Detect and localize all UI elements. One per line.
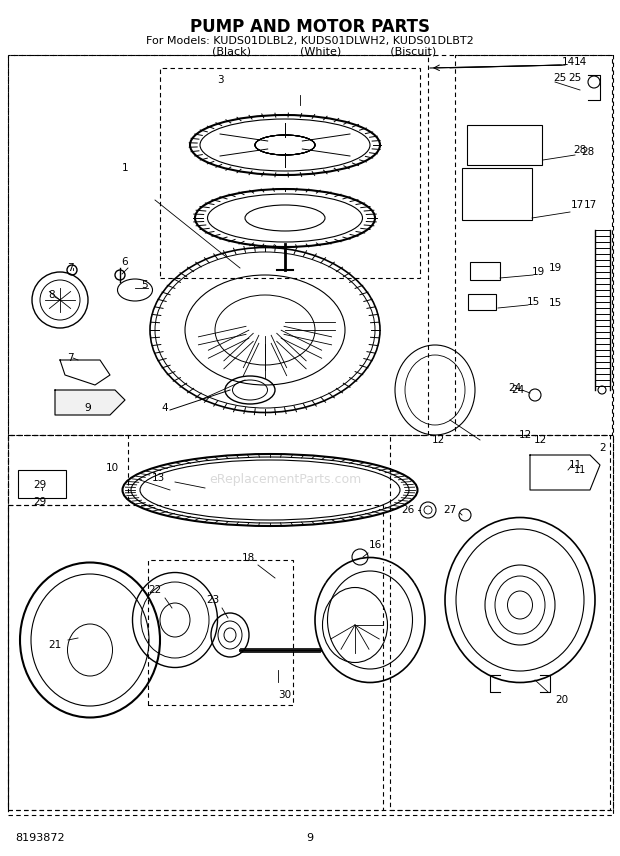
Text: 12: 12 <box>518 430 531 440</box>
Text: 17: 17 <box>583 200 596 210</box>
Text: 7: 7 <box>67 353 73 363</box>
Text: 8193872: 8193872 <box>15 833 64 843</box>
Text: 13: 13 <box>151 473 165 483</box>
Text: 23: 23 <box>206 595 219 605</box>
Text: 25: 25 <box>554 73 567 83</box>
Text: 3: 3 <box>216 75 223 85</box>
Bar <box>160 68 420 278</box>
Text: eReplacementParts.com: eReplacementParts.com <box>209 473 361 486</box>
Text: 28: 28 <box>574 145 587 155</box>
Text: 29: 29 <box>33 497 46 507</box>
Bar <box>467 125 542 165</box>
Text: (Black)              (White)              (Biscuit): (Black) (White) (Biscuit) <box>184 46 436 56</box>
Text: 24: 24 <box>512 385 525 395</box>
Bar <box>8 55 613 815</box>
Text: 16: 16 <box>368 540 382 550</box>
Text: 10: 10 <box>105 463 118 473</box>
Text: 25: 25 <box>569 73 582 83</box>
Bar <box>148 560 293 705</box>
Text: 20: 20 <box>556 695 569 705</box>
Bar <box>455 55 612 435</box>
Text: 17: 17 <box>570 200 583 210</box>
Bar <box>8 435 128 505</box>
Text: 24: 24 <box>508 383 521 393</box>
Text: 11: 11 <box>569 460 582 470</box>
Text: 12: 12 <box>432 435 445 445</box>
Text: 2: 2 <box>600 443 606 453</box>
Text: 4: 4 <box>162 403 168 413</box>
Bar <box>462 168 532 220</box>
Text: 27: 27 <box>443 505 456 515</box>
Text: 26: 26 <box>401 505 415 515</box>
Bar <box>8 505 383 810</box>
Text: 18: 18 <box>241 553 255 563</box>
Text: 28: 28 <box>582 147 595 157</box>
Text: PUMP AND MOTOR PARTS: PUMP AND MOTOR PARTS <box>190 18 430 36</box>
Text: 19: 19 <box>531 267 544 277</box>
Text: For Models: KUDS01DLBL2, KUDS01DLWH2, KUDS01DLBT2: For Models: KUDS01DLBL2, KUDS01DLWH2, KU… <box>146 36 474 46</box>
Text: 19: 19 <box>548 263 562 273</box>
Bar <box>8 55 428 435</box>
Bar <box>18 470 66 498</box>
Text: 11: 11 <box>574 465 586 475</box>
Text: 1: 1 <box>122 163 128 173</box>
Text: 21: 21 <box>48 640 61 650</box>
Bar <box>390 435 610 810</box>
Text: 30: 30 <box>278 690 291 700</box>
Text: 12: 12 <box>533 435 547 445</box>
Text: 22: 22 <box>148 585 162 595</box>
Polygon shape <box>55 390 125 415</box>
Text: 29: 29 <box>33 480 46 490</box>
Text: 15: 15 <box>548 298 562 308</box>
Bar <box>470 262 500 280</box>
Text: 6: 6 <box>122 257 128 267</box>
Text: 9: 9 <box>85 403 91 413</box>
Text: 14: 14 <box>561 57 575 67</box>
Text: 15: 15 <box>526 297 539 307</box>
Text: 14: 14 <box>574 57 587 67</box>
Text: 8: 8 <box>49 290 55 300</box>
Text: 5: 5 <box>142 280 148 290</box>
Text: 9: 9 <box>306 833 314 843</box>
Text: 7: 7 <box>67 263 73 273</box>
Bar <box>8 435 613 810</box>
Bar <box>468 294 496 310</box>
